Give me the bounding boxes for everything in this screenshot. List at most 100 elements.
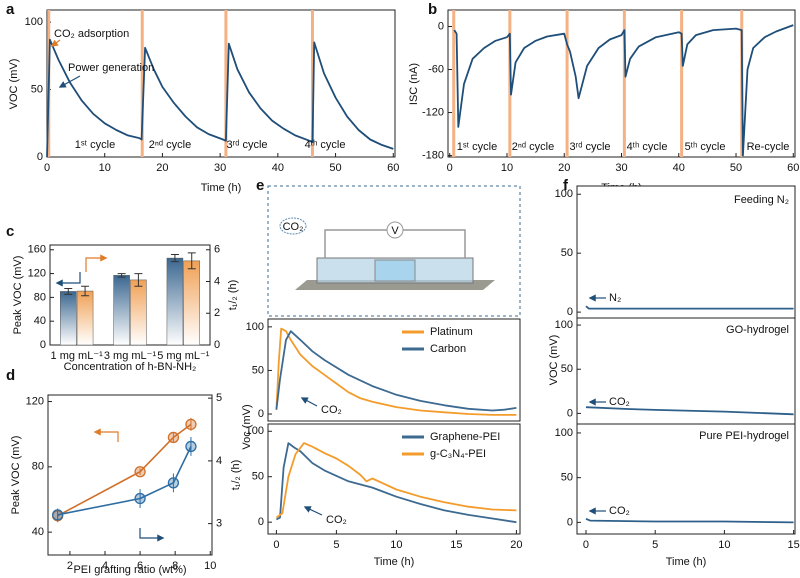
annotation: 4ᵗʰ cycle (305, 139, 346, 151)
error-bar (64, 287, 73, 295)
y-axis-label: VOC (mV) (8, 59, 20, 110)
x-axis-label: Time (h) (201, 182, 242, 194)
y-axis-label: Voc (mV) (241, 404, 253, 449)
annotation: 5ᵗʰ cycle (685, 141, 726, 153)
y2-tick-label: 5 (216, 392, 222, 404)
y-tick-label: 50 (561, 472, 573, 484)
y-tick-label: 50 (31, 83, 43, 95)
annotation: Re-cycle (747, 141, 790, 153)
legend-label: g-C₃N₄-PEI (430, 448, 486, 460)
panel-label: d (6, 367, 15, 384)
bar (166, 257, 184, 346)
y-tick-label: 50 (252, 364, 264, 376)
y-axis-label: ISC (nA) (408, 63, 420, 105)
x-tick-label: 60 (787, 162, 799, 174)
bar (60, 291, 77, 346)
y-tick-label: -120 (422, 106, 444, 118)
gas-label: CO₂ (283, 221, 304, 233)
annotation: 3ʳᵈ cycle (226, 139, 267, 151)
annotation: CO₂ (609, 396, 630, 408)
y-tick-label: 0 (567, 516, 573, 528)
y-tick-label: 40 (32, 526, 44, 538)
x-axis-label: Time (h) (666, 556, 707, 568)
y-tick-label: 160 (28, 244, 46, 256)
data-point (185, 418, 197, 431)
x-tick-label: 20 (558, 162, 570, 174)
plot-frame (576, 185, 796, 319)
x-tick-label: 15 (787, 539, 799, 551)
panel-label: e (256, 177, 264, 194)
x-axis-label: PEI grafting ratio (wt%) (73, 564, 186, 576)
x-tick-label: 5 (652, 539, 658, 551)
y-tick-label: 0 (567, 407, 573, 419)
y-axis-label: VOC (mV) (548, 335, 560, 386)
annotation: CO₂ (326, 514, 347, 526)
y-tick-label: 80 (34, 291, 46, 303)
x-tick-label: 0 (447, 162, 453, 174)
x-tick-label: 10 (390, 539, 402, 551)
voltmeter-label: V (391, 225, 399, 237)
y-tick-label: 50 (561, 247, 573, 259)
y-tick-label: -60 (428, 63, 444, 75)
y-tick-label: 50 (252, 471, 264, 483)
y2-tick-label: 4 (214, 275, 220, 287)
bar (183, 260, 200, 346)
x-tick-label: 30 (214, 162, 226, 174)
y-tick-label: 100 (25, 16, 43, 28)
annotation: 3ʳᵈ cycle (569, 141, 610, 153)
data-line (275, 442, 517, 519)
y2-tick-label: 0 (214, 339, 220, 351)
x-tick-label: 3 mg mL⁻¹ (104, 350, 157, 362)
y2-tick-label: 2 (214, 307, 220, 319)
data-point (167, 477, 180, 489)
y-tick-label: 120 (26, 395, 44, 407)
panel-label: a (6, 1, 15, 18)
error-bar (81, 285, 90, 297)
arrow (58, 75, 81, 88)
y2-tick-label: 6 (214, 244, 220, 256)
x-tick-label: 2 (67, 560, 73, 572)
bar (130, 279, 147, 346)
panel-label: f (563, 177, 569, 194)
annotation: 1ˢᵗ cycle (75, 139, 115, 151)
data-point (51, 509, 64, 521)
y-tick-label: 100 (246, 425, 264, 437)
arrow (85, 254, 108, 272)
voltmeter (386, 221, 404, 239)
annotation: 2ⁿᵈ cycle (149, 139, 191, 151)
schematic-frame (267, 185, 521, 317)
data-line (46, 38, 394, 158)
arrow (300, 397, 318, 407)
y2-tick-label: 3 (216, 518, 222, 530)
x-tick-label: 50 (329, 162, 341, 174)
annotation: CO₂ adsorption (54, 28, 129, 40)
x-axis-label: Time (h) (374, 556, 415, 568)
annotation: Power generation (68, 62, 154, 74)
x-tick-label: 8 (172, 560, 178, 572)
annotation: CO₂ (321, 404, 342, 416)
x-tick-label: 50 (730, 162, 742, 174)
data-point (167, 431, 180, 444)
device-core (374, 259, 416, 282)
y-tick-label: 0 (567, 306, 573, 318)
annotation: Pure PEI-hydrogel (699, 430, 789, 442)
y2-tick-label: 4 (216, 455, 222, 467)
y-axis-label: Peak VOC (mV) (12, 256, 24, 335)
x-tick-label: 10 (718, 539, 730, 551)
bar (113, 275, 130, 346)
data-point (134, 466, 146, 478)
annotation: CO₂ (609, 505, 630, 517)
error-bar (170, 254, 179, 263)
legend-label: Platinum (430, 326, 473, 338)
data-line (275, 442, 517, 524)
y-tick-label: 100 (555, 319, 573, 331)
panel-label: c (6, 223, 14, 240)
annotation: 2ⁿᵈ cycle (512, 141, 554, 153)
data-line (453, 24, 794, 157)
x-tick-label: 1 mg mL⁻¹ (51, 350, 104, 362)
error-bar (134, 273, 143, 287)
y-tick-label: 100 (555, 188, 573, 200)
y2-axis-label: t₁/₂ (h) (227, 280, 239, 311)
legend-label: Graphene-PEI (430, 431, 500, 443)
